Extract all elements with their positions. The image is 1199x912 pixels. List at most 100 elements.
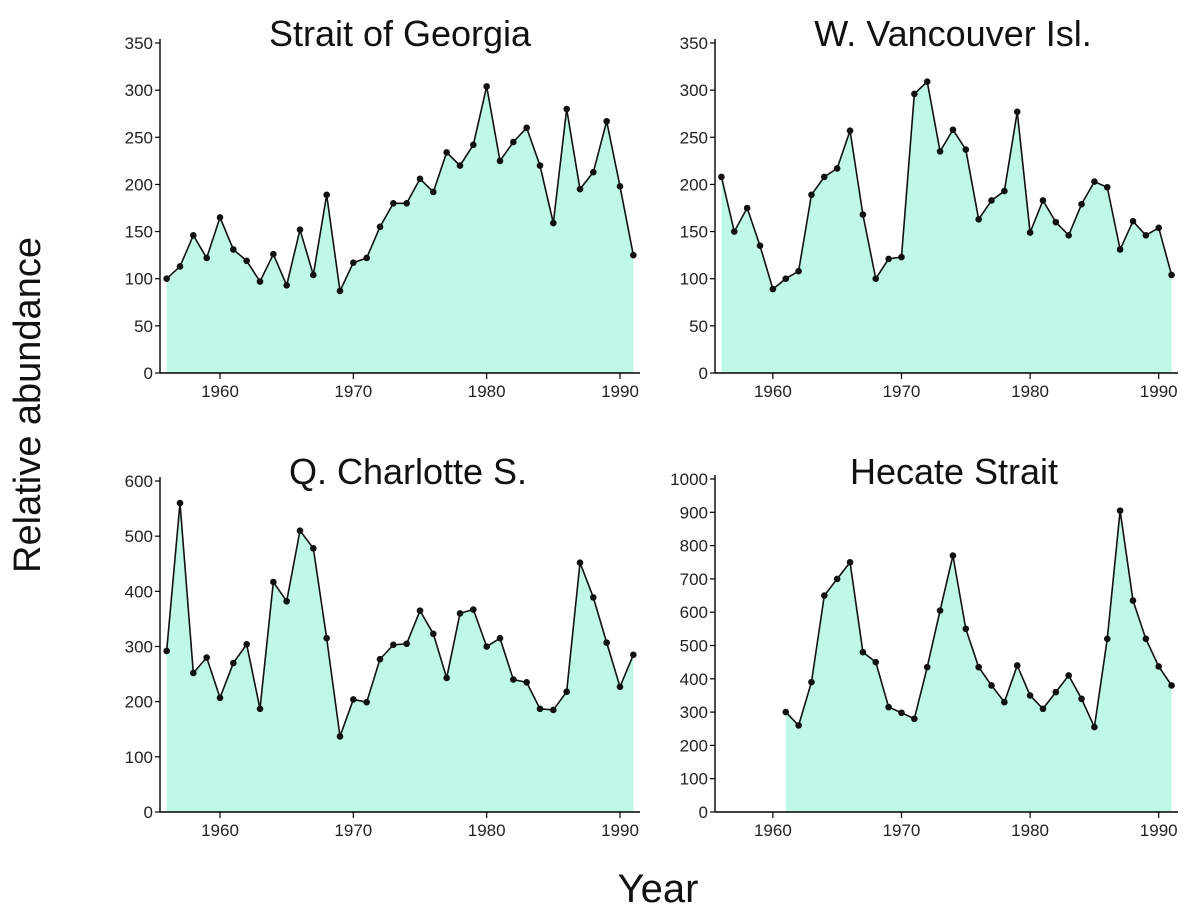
panel-title: Q. Charlotte S. [289,451,527,492]
y-tick-label: 0 [144,803,153,822]
data-point [403,199,410,207]
data-point [795,267,802,275]
data-point [1155,224,1163,232]
x-tick-label: 1990 [1140,382,1178,401]
data-point [603,639,610,646]
data-point [1116,507,1124,514]
y-tick-label: 0 [699,803,708,822]
area-fill [785,510,1172,812]
y-tick-label: 300 [125,638,153,657]
data-point [808,191,815,199]
data-point [923,78,931,85]
data-point [1129,217,1137,225]
data-point [296,527,304,534]
data-point [216,214,224,221]
data-point [270,250,277,258]
y-tick-label: 100 [680,770,708,789]
y-tick-label: 150 [125,223,153,242]
data-point [443,674,450,682]
data-point [350,696,357,703]
data-point [310,545,317,552]
data-point [988,682,995,689]
y-tick-label: 900 [680,503,708,522]
data-point [550,706,557,714]
data-point [403,640,410,648]
y-tick-label: 0 [699,364,708,383]
y-tick-label: 200 [680,736,708,755]
y-tick-label: 200 [125,693,153,712]
data-point [163,647,170,655]
data-point [216,694,224,702]
data-point [603,117,610,125]
data-point [1142,635,1150,643]
data-point [743,204,751,212]
y-tick-label: 0 [144,364,153,383]
data-point [1013,662,1021,669]
data-point [859,211,867,218]
y-tick-label: 500 [680,637,708,656]
data-point [483,83,490,90]
data-point [975,663,982,671]
y-tick-label: 350 [680,34,708,53]
data-point [203,654,210,661]
y-tick-label: 800 [680,537,708,556]
y-tick-label: 300 [125,81,153,100]
data-point [756,242,764,250]
data-point [283,597,290,605]
x-tick-label: 1970 [334,382,372,401]
data-point [1091,723,1098,731]
x-tick-label: 1980 [468,821,506,840]
y-tick-label: 500 [125,527,153,546]
data-point [872,275,880,283]
data-point [833,165,841,172]
data-point [1026,229,1034,236]
data-point [256,278,264,285]
data-point [430,188,437,196]
x-tick-label: 1990 [601,821,639,840]
data-point [821,173,828,181]
data-point [350,259,357,266]
data-point [1001,187,1008,195]
data-point [616,683,624,691]
data-point [416,175,424,183]
data-point [923,663,931,671]
data-point [730,228,738,235]
data-point [821,592,828,599]
x-axis-label: Year [618,867,699,911]
x-tick-label: 1960 [201,382,239,401]
data-point [470,606,477,613]
area-fill [166,503,634,812]
data-point [510,138,517,146]
data-point [1103,635,1111,643]
data-point [1052,218,1060,226]
data-point [416,607,424,614]
data-point [616,183,624,190]
panel-title: Strait of Georgia [269,13,532,54]
panel-w-vancouver-isl: W. Vancouver Isl. 0 50 100 150 200 250 300 350 19… [680,13,1178,401]
data-point [203,254,210,262]
data-point [949,126,957,134]
data-point [1039,197,1047,204]
data-point [936,607,944,614]
data-point [563,105,570,113]
data-point [230,659,237,667]
data-point [376,655,384,663]
data-point [510,676,517,683]
y-tick-label: 400 [680,670,708,689]
area-fill [166,86,634,373]
data-point [523,679,530,686]
data-point [243,640,250,648]
data-point [496,634,504,642]
data-point [456,610,464,617]
y-tick-label: 350 [125,34,153,53]
data-point [1129,597,1137,604]
y-tick-label: 300 [680,703,708,722]
data-point [176,263,184,270]
x-tick-label: 1960 [754,382,792,401]
panel-strait-of-georgia: Strait of Georgia 0 50 100 150 200 250 300 350 19… [125,13,640,401]
data-point [483,643,490,650]
data-point [630,251,637,259]
y-tick-label: 100 [125,270,153,289]
data-point [1001,698,1008,706]
data-point [1052,688,1060,696]
